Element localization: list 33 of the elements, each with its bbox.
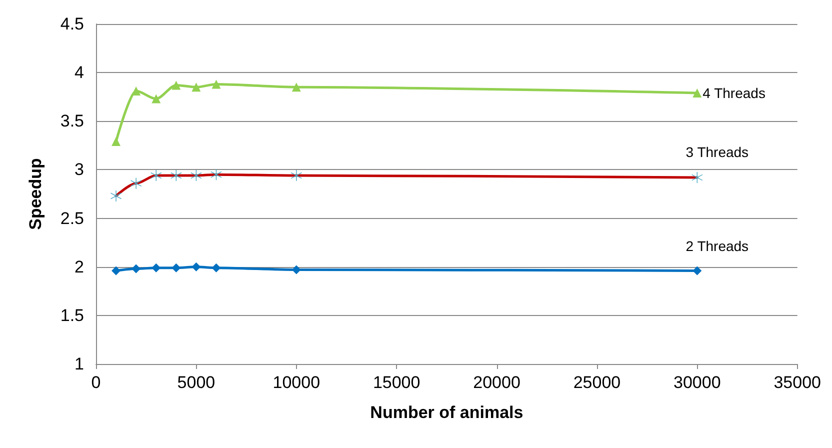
x-tick-label: 25000 — [573, 373, 621, 392]
x-tick-label: 5000 — [177, 373, 216, 392]
point — [192, 262, 201, 272]
point — [212, 263, 221, 272]
point — [292, 82, 301, 92]
series-label: 3 Threads — [686, 144, 749, 160]
point — [112, 137, 121, 146]
x-axis-title: Number of animals — [370, 403, 524, 422]
point — [692, 88, 702, 98]
y-tick-label: 3 — [74, 160, 84, 180]
series-label: 2 Threads — [686, 238, 749, 254]
x-tick-label: 30000 — [674, 373, 721, 392]
point — [132, 264, 141, 274]
y-tick-label: 1.5 — [60, 306, 84, 325]
y-tick-label: 3.5 — [60, 112, 84, 131]
y-tick-label: 2 — [74, 257, 84, 276]
y-tick-label: 4 — [74, 63, 84, 82]
series-label: 4 Threads — [702, 84, 766, 101]
point — [192, 82, 201, 92]
y-axis-title: Speedup — [26, 158, 45, 230]
point — [152, 94, 161, 104]
point — [212, 80, 221, 89]
y-tick-label: 4.5 — [60, 14, 84, 34]
x-tick-label: 10000 — [272, 373, 320, 392]
x-tick-label: 35000 — [774, 373, 822, 392]
point — [112, 266, 121, 276]
y-tick-label: 1 — [74, 354, 84, 374]
point — [152, 263, 161, 272]
x-tick-label: 0 — [91, 373, 101, 392]
y-tick-label: 2.5 — [60, 208, 84, 228]
x-tick-label: 20000 — [473, 373, 520, 392]
x-tick-label: 15000 — [372, 373, 420, 392]
point — [172, 80, 181, 90]
